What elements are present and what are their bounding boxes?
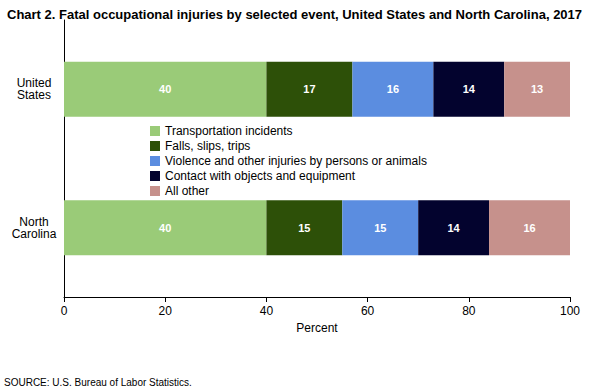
svg-text:Chart 2. Fatal occupational in: Chart 2. Fatal occupational injuries by … bbox=[7, 7, 582, 22]
svg-text:17: 17 bbox=[303, 83, 315, 95]
svg-text:Violence and other injuries by: Violence and other injuries by persons o… bbox=[165, 154, 427, 168]
svg-text:40: 40 bbox=[159, 222, 171, 234]
svg-text:14: 14 bbox=[463, 83, 476, 95]
svg-text:All other: All other bbox=[165, 184, 209, 198]
svg-text:13: 13 bbox=[531, 83, 543, 95]
svg-text:40: 40 bbox=[159, 83, 171, 95]
svg-text:0: 0 bbox=[61, 304, 68, 318]
svg-text:16: 16 bbox=[523, 222, 535, 234]
svg-text:Percent: Percent bbox=[296, 321, 338, 335]
svg-text:80: 80 bbox=[462, 304, 476, 318]
svg-text:States: States bbox=[17, 88, 51, 102]
svg-text:60: 60 bbox=[361, 304, 375, 318]
svg-text:40: 40 bbox=[260, 304, 274, 318]
svg-text:Contact with objects and equip: Contact with objects and equipment bbox=[165, 169, 356, 183]
svg-text:Carolina: Carolina bbox=[12, 227, 57, 241]
svg-text:100: 100 bbox=[560, 304, 580, 318]
svg-text:Falls, slips, trips: Falls, slips, trips bbox=[165, 139, 250, 153]
svg-text:16: 16 bbox=[387, 83, 399, 95]
svg-text:North: North bbox=[19, 214, 49, 229]
svg-text:15: 15 bbox=[298, 222, 310, 234]
svg-text:14: 14 bbox=[447, 222, 460, 234]
svg-text:United: United bbox=[16, 76, 52, 91]
svg-text:20: 20 bbox=[159, 304, 173, 318]
svg-text:SOURCE: U.S. Bureau of Labor S: SOURCE: U.S. Bureau of Labor Statistics. bbox=[4, 377, 192, 388]
svg-text:15: 15 bbox=[374, 222, 386, 234]
svg-text:Transportation incidents: Transportation incidents bbox=[165, 124, 293, 138]
